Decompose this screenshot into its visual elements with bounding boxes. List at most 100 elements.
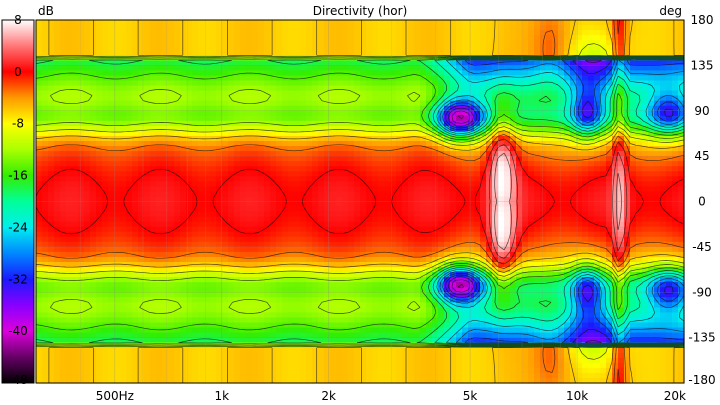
heatmap-cell: [642, 201, 649, 208]
heatmap-cell: [72, 30, 79, 36]
heatmap-cell: [396, 90, 403, 97]
heatmap-cell: [624, 176, 631, 182]
heatmap-cell: [168, 226, 175, 233]
heatmap-cell: [60, 141, 67, 147]
heatmap-cell: [156, 25, 163, 31]
heatmap-cell: [672, 70, 679, 77]
heatmap-cell: [642, 135, 649, 142]
heatmap-cell: [294, 55, 301, 61]
heatmap-cell: [432, 191, 439, 198]
heatmap-cell: [210, 70, 217, 77]
heatmap-cell: [270, 221, 277, 228]
heatmap-cell: [144, 80, 151, 87]
heatmap-cell: [342, 50, 349, 56]
heatmap-cell: [198, 166, 205, 172]
heatmap-cell: [408, 156, 415, 162]
heatmap-cell: [678, 65, 685, 72]
heatmap-cell: [360, 186, 367, 193]
heatmap-cell: [264, 135, 271, 142]
heatmap-cell: [204, 75, 211, 82]
heatmap-cell: [210, 141, 217, 147]
heatmap-cell: [534, 236, 541, 243]
heatmap-cell: [210, 110, 217, 117]
heatmap-cell: [204, 151, 211, 157]
heatmap-cell: [48, 60, 55, 66]
colorbar: [1, 19, 35, 384]
heatmap-cell: [114, 191, 121, 198]
heatmap-cell: [192, 216, 199, 223]
heatmap-cell: [636, 65, 643, 72]
heatmap-cell: [432, 216, 439, 223]
heatmap-cell: [222, 191, 229, 198]
heatmap-cell: [36, 246, 43, 253]
heatmap-cell: [108, 161, 115, 167]
heatmap-cell: [426, 40, 433, 46]
heatmap-cell: [162, 75, 169, 82]
heatmap-cell: [144, 135, 151, 142]
heatmap-cell: [234, 70, 241, 77]
heatmap-cell: [114, 25, 121, 31]
heatmap-cell: [294, 40, 301, 46]
heatmap-cell: [306, 181, 313, 187]
heatmap-cell: [486, 130, 493, 137]
heatmap-cell: [402, 141, 409, 147]
heatmap-cell: [330, 105, 337, 112]
heatmap-cell: [300, 231, 307, 238]
heatmap-cell: [384, 186, 391, 193]
heatmap-cell: [120, 221, 127, 228]
heatmap-cell: [138, 166, 145, 172]
heatmap-cell: [240, 30, 247, 36]
heatmap-cell: [462, 141, 469, 147]
heatmap-cell: [90, 231, 97, 238]
heatmap-cell: [36, 141, 43, 147]
heatmap-cell: [288, 216, 295, 223]
heatmap-cell: [588, 156, 595, 162]
heatmap-cell: [306, 156, 313, 162]
heatmap-cell: [144, 115, 151, 122]
heatmap-cell: [348, 100, 355, 107]
heatmap-cell: [648, 105, 655, 112]
heatmap-cell: [474, 20, 481, 26]
heatmap-cell: [90, 90, 97, 97]
heatmap-cell: [42, 231, 49, 238]
heatmap-cell: [474, 25, 481, 31]
heatmap-cell: [78, 135, 85, 142]
heatmap-cell: [432, 241, 439, 248]
heatmap-cell: [648, 110, 655, 117]
heatmap-cell: [558, 231, 565, 238]
heatmap-cell: [60, 85, 67, 92]
heatmap-cell: [480, 206, 487, 213]
heatmap-cell: [186, 216, 193, 223]
heatmap-cell: [366, 75, 373, 82]
heatmap-cell: [462, 100, 469, 107]
heatmap-cell: [78, 141, 85, 147]
heatmap-cell: [396, 221, 403, 228]
heatmap-cell: [438, 236, 445, 243]
heatmap-cell: [336, 221, 343, 228]
heatmap-cell: [318, 186, 325, 193]
heatmap-cell: [456, 90, 463, 97]
heatmap-cell: [402, 206, 409, 213]
heatmap-cell: [120, 191, 127, 198]
heatmap-cell: [354, 206, 361, 213]
heatmap-cell: [468, 226, 475, 233]
heatmap-cell: [426, 151, 433, 157]
heatmap-cell: [384, 241, 391, 248]
heatmap-cell: [456, 246, 463, 253]
heatmap-cell: [420, 130, 427, 137]
heatmap-cell: [648, 60, 655, 66]
heatmap-cell: [246, 151, 253, 157]
heatmap-cell: [552, 211, 559, 218]
heatmap-cell: [438, 196, 445, 203]
heatmap-cell: [288, 100, 295, 107]
heatmap-cell: [618, 146, 625, 152]
heatmap-cell: [390, 146, 397, 152]
heatmap-cell: [306, 50, 313, 56]
heatmap-cell: [246, 125, 253, 132]
heatmap-cell: [444, 40, 451, 46]
heatmap-cell: [468, 45, 475, 51]
heatmap-cell: [468, 201, 475, 208]
heatmap-cell: [186, 206, 193, 213]
heatmap-cell: [606, 191, 613, 198]
heatmap-cell: [354, 105, 361, 112]
